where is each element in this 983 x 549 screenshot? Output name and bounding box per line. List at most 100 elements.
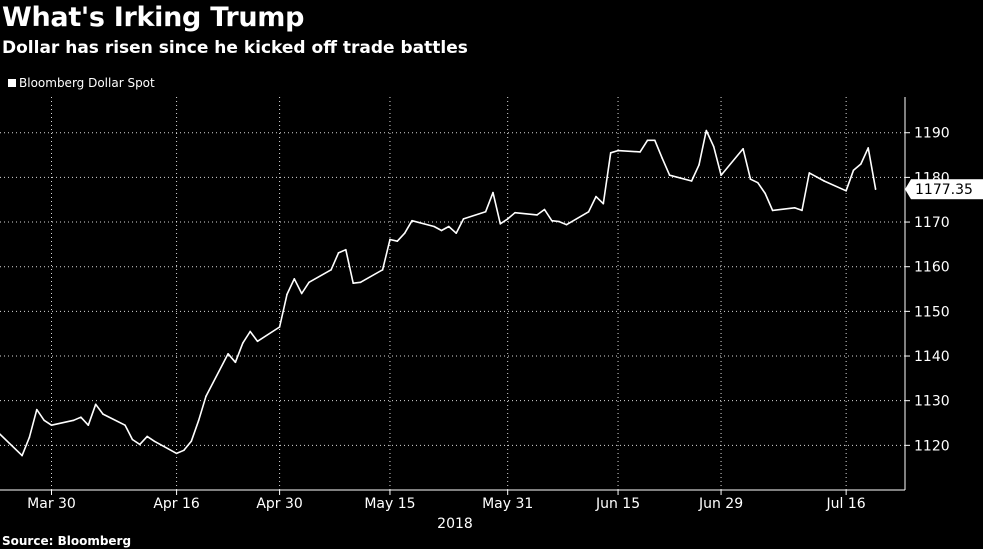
data-point bbox=[28, 436, 31, 439]
chart-title: What's Irking Trump bbox=[2, 2, 305, 33]
data-point bbox=[823, 180, 825, 182]
data-point bbox=[153, 440, 156, 443]
data-point bbox=[749, 178, 752, 180]
grid-lines bbox=[0, 97, 905, 490]
data-point bbox=[183, 449, 185, 452]
data-point bbox=[764, 192, 767, 195]
data-point bbox=[337, 252, 340, 254]
data-point bbox=[35, 408, 38, 411]
data-point bbox=[190, 440, 193, 443]
data-point bbox=[484, 210, 487, 213]
data-point bbox=[102, 413, 104, 415]
y-tick-label: 1130 bbox=[914, 394, 950, 410]
data-point bbox=[720, 174, 722, 176]
data-point bbox=[668, 174, 671, 176]
data-point bbox=[499, 223, 502, 225]
data-point bbox=[595, 195, 597, 198]
data-point bbox=[381, 269, 384, 271]
data-point bbox=[698, 164, 700, 166]
data-point bbox=[808, 172, 811, 174]
legend: Bloomberg Dollar Spot bbox=[8, 76, 155, 90]
data-point bbox=[345, 248, 347, 251]
data-point bbox=[860, 163, 862, 165]
x-tick-label: Jul 16 bbox=[826, 496, 866, 512]
data-point bbox=[87, 424, 90, 427]
data-point bbox=[661, 157, 663, 159]
data-point bbox=[293, 277, 296, 280]
y-tick-label: 1120 bbox=[914, 438, 950, 454]
chart-subtitle: Dollar has risen since he kicked off tra… bbox=[2, 38, 468, 58]
data-point bbox=[256, 340, 259, 343]
data-point bbox=[205, 395, 207, 398]
data-point bbox=[227, 352, 229, 355]
y-tick-label: 1150 bbox=[914, 304, 950, 320]
data-point bbox=[21, 454, 23, 457]
data-point bbox=[654, 139, 656, 142]
legend-label: Bloomberg Dollar Spot bbox=[19, 76, 155, 90]
data-point bbox=[565, 223, 568, 226]
data-point bbox=[462, 218, 465, 220]
data-point bbox=[411, 219, 413, 222]
data-point bbox=[80, 416, 82, 419]
data-point bbox=[0, 433, 1, 435]
data-point bbox=[705, 129, 708, 132]
y-tick-label: 1140 bbox=[914, 349, 950, 365]
data-point bbox=[742, 148, 744, 150]
data-point bbox=[94, 403, 97, 406]
data-point bbox=[138, 443, 141, 446]
x-tick-label: Mar 30 bbox=[27, 496, 76, 512]
y-tick-label: 1190 bbox=[914, 126, 950, 142]
data-point bbox=[617, 149, 619, 152]
x-tick-label: Jun 15 bbox=[595, 496, 640, 512]
data-point bbox=[852, 169, 855, 172]
data-point bbox=[801, 209, 803, 212]
data-point bbox=[867, 147, 870, 149]
data-point bbox=[874, 188, 877, 191]
data-point bbox=[330, 269, 332, 271]
data-point bbox=[690, 180, 693, 182]
data-point bbox=[50, 424, 53, 427]
data-point bbox=[506, 218, 509, 220]
data-point bbox=[536, 214, 538, 216]
data-point bbox=[551, 219, 553, 222]
y-tick-label: 1170 bbox=[914, 215, 950, 231]
data-point bbox=[646, 139, 649, 142]
data-point bbox=[771, 209, 774, 212]
data-point bbox=[72, 419, 75, 422]
x-tick-label: Apr 16 bbox=[153, 496, 200, 512]
series-line-bloomberg-dollar-spot bbox=[0, 129, 877, 457]
data-point bbox=[403, 232, 406, 235]
data-point bbox=[278, 326, 281, 328]
last-value-label: 1177.35 bbox=[915, 182, 973, 198]
data-point bbox=[175, 452, 178, 455]
x-tick-label: May 31 bbox=[482, 496, 533, 512]
last-value-box bbox=[911, 179, 983, 200]
data-point bbox=[43, 419, 45, 422]
series-layer bbox=[0, 129, 877, 457]
data-point bbox=[242, 342, 244, 344]
axes bbox=[0, 97, 910, 495]
data-point bbox=[433, 225, 435, 228]
data-point bbox=[396, 240, 399, 243]
data-point bbox=[197, 419, 200, 422]
data-point bbox=[300, 292, 303, 295]
data-point bbox=[587, 210, 590, 213]
data-point bbox=[639, 151, 641, 153]
data-point bbox=[609, 152, 612, 154]
data-point bbox=[440, 229, 443, 232]
data-point bbox=[514, 211, 516, 214]
y-tick-label: 1160 bbox=[914, 260, 950, 276]
data-point bbox=[359, 281, 362, 284]
legend-swatch bbox=[8, 79, 16, 87]
data-point bbox=[815, 176, 818, 178]
data-point bbox=[845, 189, 847, 192]
last-value-callout: 1177.35 bbox=[905, 179, 983, 200]
data-point bbox=[124, 424, 126, 427]
data-point bbox=[308, 281, 310, 284]
last-value-pointer bbox=[905, 179, 911, 200]
data-point bbox=[757, 181, 759, 184]
data-point bbox=[234, 361, 237, 364]
data-point bbox=[793, 206, 796, 209]
data-point bbox=[712, 145, 715, 148]
